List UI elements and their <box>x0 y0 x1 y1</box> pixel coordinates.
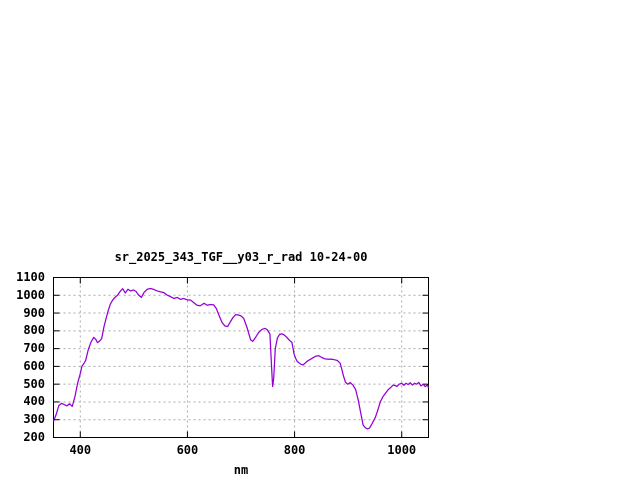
y-tick-label: 1000 <box>16 287 45 302</box>
y-tick-label: 900 <box>23 305 45 320</box>
x-tick-label: 800 <box>283 443 306 457</box>
x-tick-label: 1000 <box>387 443 417 457</box>
x-axis-title: nm <box>233 463 249 477</box>
y-tick-label: 400 <box>23 394 45 409</box>
plot-border <box>53 277 429 438</box>
y-tick-label: 300 <box>23 412 45 427</box>
y-tick-label: 500 <box>23 376 45 391</box>
chart-title: sr_2025_343_TGF__y03_r_rad 10-24-00 <box>114 250 368 264</box>
x-tick-label: 400 <box>69 443 92 457</box>
y-axis-tick-labels: 200 300 400 500 600 700 800 900 1000 1100 <box>0 0 45 480</box>
x-tick-label: 600 <box>176 443 199 457</box>
y-tick-label: 700 <box>23 341 45 356</box>
plot-area <box>53 277 429 438</box>
data-line <box>53 287 429 430</box>
y-tick-label: 1100 <box>16 270 45 284</box>
y-tick-label: 800 <box>23 323 45 338</box>
y-tick-label: 600 <box>23 358 45 373</box>
y-tick-label: 200 <box>23 430 45 444</box>
